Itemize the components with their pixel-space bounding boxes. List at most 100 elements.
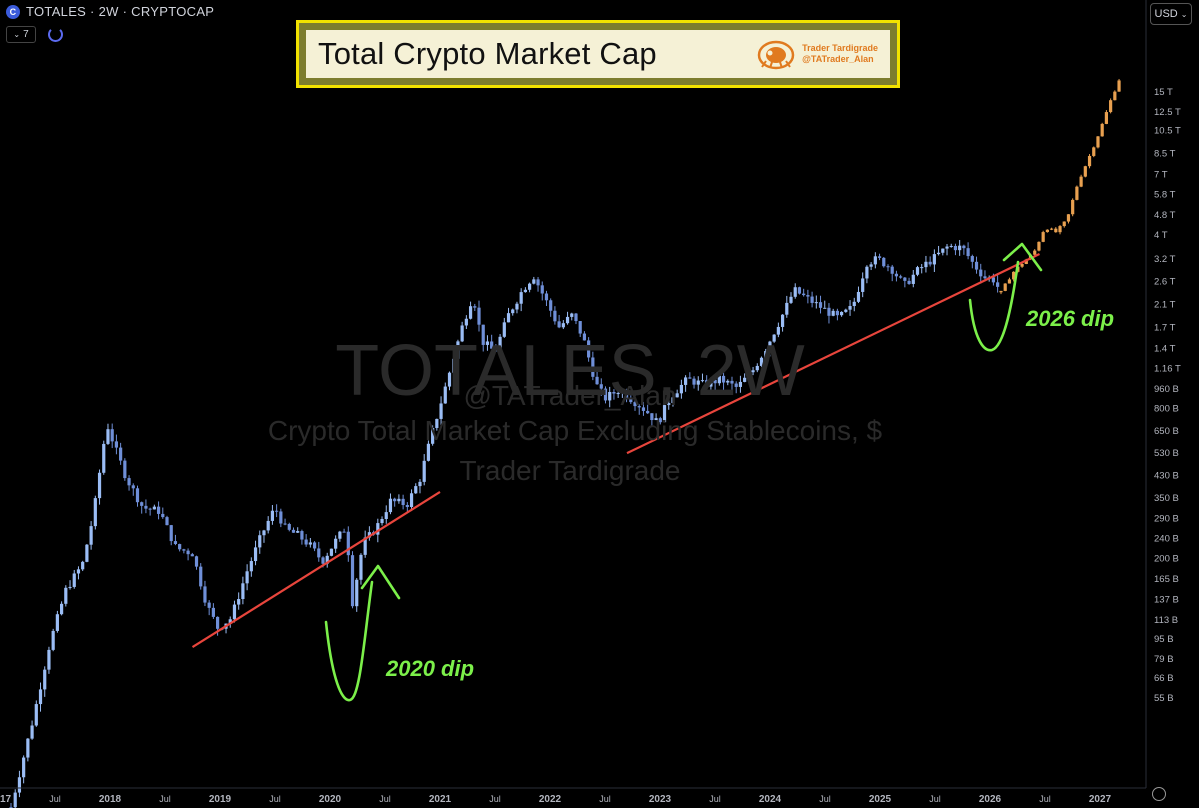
candle-body	[726, 380, 730, 383]
candle-body	[296, 531, 300, 533]
candle-body	[996, 282, 1000, 287]
candle-body	[68, 586, 72, 588]
candle-body	[1113, 91, 1117, 101]
candle	[17, 770, 22, 798]
candle	[780, 314, 785, 332]
price-tick-label: 960 B	[1154, 384, 1179, 395]
candle-body	[241, 583, 245, 600]
candle	[241, 576, 245, 605]
candle-body	[1109, 100, 1113, 113]
time-tick-label: 2021	[429, 794, 452, 805]
candle-body	[603, 388, 608, 401]
candle	[759, 356, 764, 368]
candle-body	[215, 616, 220, 629]
candle-body	[772, 334, 776, 342]
price-tick-label: 10.5 T	[1154, 126, 1181, 137]
candle-body	[161, 513, 165, 518]
candle-body	[1058, 226, 1062, 233]
candle-body	[650, 413, 654, 421]
candle	[443, 382, 447, 404]
candle-body	[439, 403, 443, 419]
candle	[435, 418, 439, 431]
candle-body	[536, 279, 540, 286]
candle	[549, 298, 553, 317]
projection-candle	[1049, 227, 1054, 231]
candle-body	[329, 548, 334, 556]
time-tick-label: Jul	[929, 794, 941, 804]
candle-body	[835, 310, 839, 316]
candle	[747, 364, 751, 379]
candle-body	[764, 351, 768, 358]
candle	[966, 242, 970, 260]
price-axis[interactable]: 55 B 66 B 79 B 95 B 113 B 137 B 165 B 200 B 240 …	[1145, 0, 1181, 788]
symbol-header[interactable]: C TOTALES · 2W · CRYPTOCAP	[6, 4, 214, 19]
candle-body	[211, 607, 215, 617]
candle	[194, 555, 199, 570]
price-tick-label: 4.8 T	[1154, 210, 1176, 221]
candle-body	[608, 391, 612, 401]
settings-gear-icon[interactable]	[1152, 787, 1166, 801]
candle-body	[140, 502, 144, 506]
candle	[616, 387, 620, 398]
candle-body	[793, 287, 797, 297]
candle-body	[999, 290, 1003, 293]
currency-button[interactable]: USD ⌄	[1150, 3, 1192, 25]
price-tick-label: 7 T	[1154, 169, 1168, 180]
candle-body	[1041, 232, 1045, 242]
candle	[894, 270, 899, 282]
indicator-toggle[interactable]: ⌄ 7	[6, 26, 36, 43]
candle-body	[641, 407, 646, 411]
projection-candle	[1113, 90, 1117, 101]
candle-body	[578, 321, 582, 334]
candle	[641, 402, 646, 416]
candle-body	[658, 418, 662, 423]
candle	[258, 530, 262, 554]
candle-body	[1024, 259, 1028, 264]
candle-body	[148, 508, 152, 510]
candle-body	[414, 486, 418, 494]
candle-body	[823, 307, 827, 309]
candle-body	[688, 377, 692, 379]
candle-body	[675, 393, 679, 398]
candle	[275, 504, 279, 518]
candle-body	[616, 393, 620, 395]
projection-candle	[1003, 283, 1007, 292]
candle-body	[1071, 199, 1075, 215]
arrowhead-2020	[360, 564, 401, 600]
candle	[797, 286, 802, 295]
time-tick-label: 2023	[649, 794, 672, 805]
candle-body	[431, 427, 435, 444]
candle-body	[928, 261, 932, 265]
candle	[346, 526, 350, 562]
candle	[713, 377, 717, 391]
dip-arrows	[324, 242, 1043, 702]
projection-candle	[1079, 174, 1083, 188]
candle	[300, 529, 304, 545]
candle-body	[173, 541, 178, 545]
projection-candle	[1041, 230, 1045, 243]
candle-body	[393, 498, 397, 502]
candle-body	[810, 296, 814, 303]
candle	[59, 601, 64, 616]
candle-body	[342, 531, 346, 533]
candle-body	[528, 283, 532, 290]
time-axis[interactable]: 2017 Jul 2018 Jul 2019 Jul 2020 Jul 2021 Jul 2022 J…	[0, 787, 1146, 805]
candle	[72, 569, 76, 589]
candle	[34, 700, 38, 727]
candle-body	[983, 276, 987, 279]
projection-candle	[999, 290, 1003, 295]
candle	[355, 578, 359, 612]
chevron-down-icon: ⌄	[13, 30, 21, 39]
candle-body	[852, 301, 856, 307]
candle-body	[848, 306, 852, 310]
candle-body	[620, 392, 624, 394]
candle	[789, 292, 793, 305]
price-tick-label: 430 B	[1154, 471, 1179, 482]
candle	[144, 499, 148, 514]
symbol-line[interactable]: TOTALES · 2W · CRYPTOCAP	[26, 4, 215, 19]
projection-candle	[1012, 271, 1016, 282]
watermark-handle: @TATrader_Alan	[463, 380, 677, 411]
candle-body	[64, 587, 68, 604]
candle-body	[367, 532, 371, 538]
